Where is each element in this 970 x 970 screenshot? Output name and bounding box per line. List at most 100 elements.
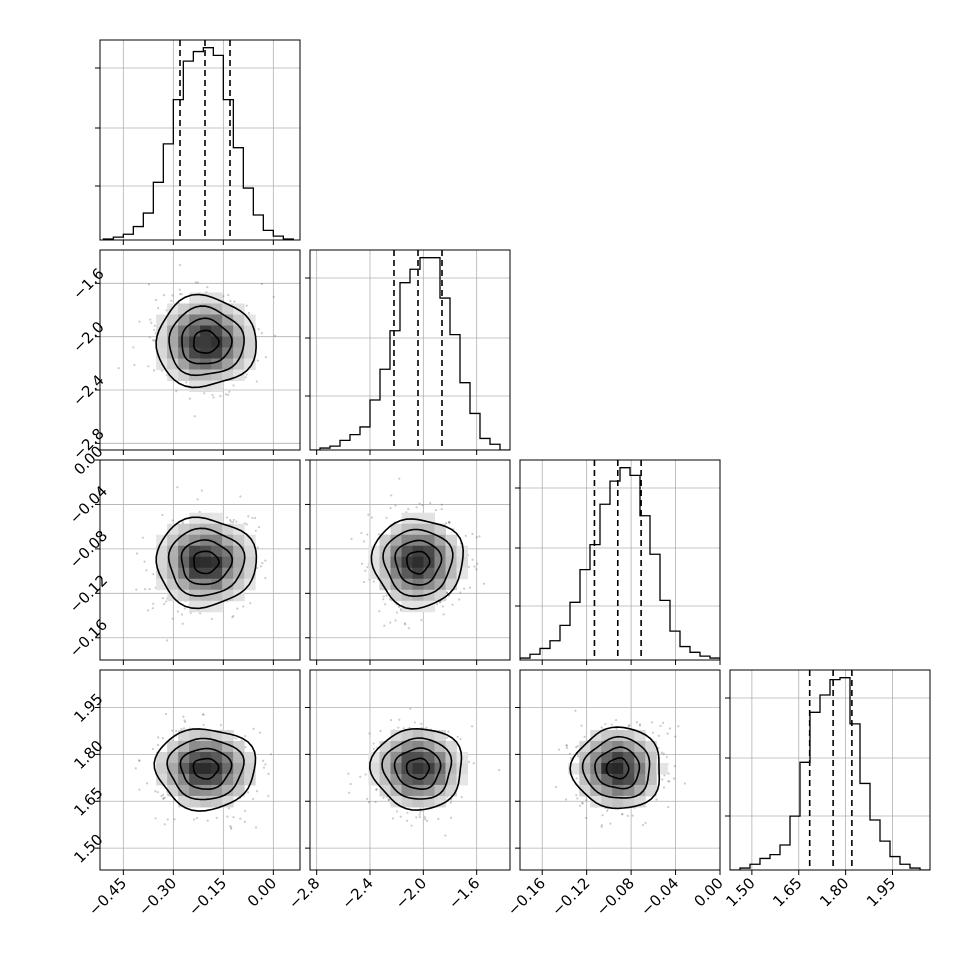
scatter-point [232,816,235,819]
contour-2 [166,737,245,801]
scatter-point [261,562,264,565]
density-cell [167,325,179,337]
scatter-point [415,506,418,509]
density-cell [445,784,457,797]
scatter-point [178,293,182,296]
scatter-point [420,619,423,622]
scatter-point [154,298,158,302]
density-cell [445,578,457,591]
contour-2 [581,735,651,799]
histogram-2 [520,467,720,660]
scatter-point [235,737,238,740]
density-cell [167,534,179,547]
scatter-point [264,763,267,766]
density-cell [244,556,256,569]
scatter-point [364,569,367,572]
density-cell [156,347,168,359]
density-cell [412,556,424,569]
density-cell [200,369,212,381]
scatter-point [264,356,267,359]
density-cell [379,740,391,753]
density-cell [390,751,402,764]
density-cell [211,336,223,348]
scatter-point [232,384,235,387]
density-cell [590,751,602,764]
density-cell [189,347,201,359]
density-cell [244,773,256,786]
density-cell [579,740,591,753]
density-cell [434,751,446,764]
density-cell [178,314,190,326]
scatter-point [368,732,371,735]
scatter-point [164,713,168,716]
density-cell [211,556,223,569]
scatter-point [437,817,440,820]
scatter-point [372,747,375,750]
density-cell [579,773,591,786]
scatter-point [389,719,393,722]
scatter-point [233,300,236,303]
density-cell [211,369,223,381]
scatter-point [445,591,448,594]
density-cell [233,740,245,753]
density-cell [390,567,402,580]
scatter-point [231,616,234,619]
scatter-point [161,793,165,796]
histogram-0 [102,47,294,240]
scatter-point [230,827,233,830]
density-cell [167,751,179,764]
x-tick-label-1-3: −1.6 [445,874,483,912]
scatter-point [464,534,467,537]
density-cell [412,784,424,797]
density-cell [233,762,245,775]
density-cell [434,784,446,797]
density-cell [189,336,201,348]
scatter-point [178,264,182,267]
contour-3 [153,728,257,812]
density-cell [645,773,657,786]
scatter-point [674,735,677,738]
density-cell [189,567,201,580]
density-cell [178,358,190,370]
density-cell [401,773,413,786]
scatter-point [132,346,135,349]
scatter-point [665,755,668,759]
density-cell [156,762,168,775]
panel-2-0 [95,459,301,665]
scatter-point [183,607,186,610]
density-cell [200,751,212,764]
y-tick-label-2-0: −0.16 [66,616,111,661]
scatter-point [397,726,400,729]
scatter-point [273,334,277,337]
density-cell [211,292,223,304]
scatter-point [202,713,205,716]
density-cell [189,578,201,591]
scatter-point [151,607,154,610]
density-cell [156,325,168,337]
density-cell [390,523,402,536]
density-cell [211,589,223,602]
scatter-point [138,788,141,791]
scatter-point [254,826,258,829]
density-cell [590,773,602,786]
scatter-point [442,613,445,616]
density-cell [379,751,391,764]
density-cell [189,600,201,613]
density-cell [178,589,190,602]
scatter-point [387,798,391,801]
density-cell [156,314,168,326]
density-cell [200,336,212,348]
y-tick-label-2-2: −0.08 [66,527,111,572]
scatter-point [264,576,267,580]
scatter-point [600,825,603,828]
scatter-point [621,812,624,816]
density-cell [233,314,245,326]
scatter-point [402,727,405,730]
density-cell [189,358,201,370]
scatter-point [662,786,666,789]
scatter-point [638,723,642,726]
axis-frame [99,39,301,241]
scatter-point [445,591,449,595]
density-cell [178,534,190,547]
density-cell [211,773,223,786]
